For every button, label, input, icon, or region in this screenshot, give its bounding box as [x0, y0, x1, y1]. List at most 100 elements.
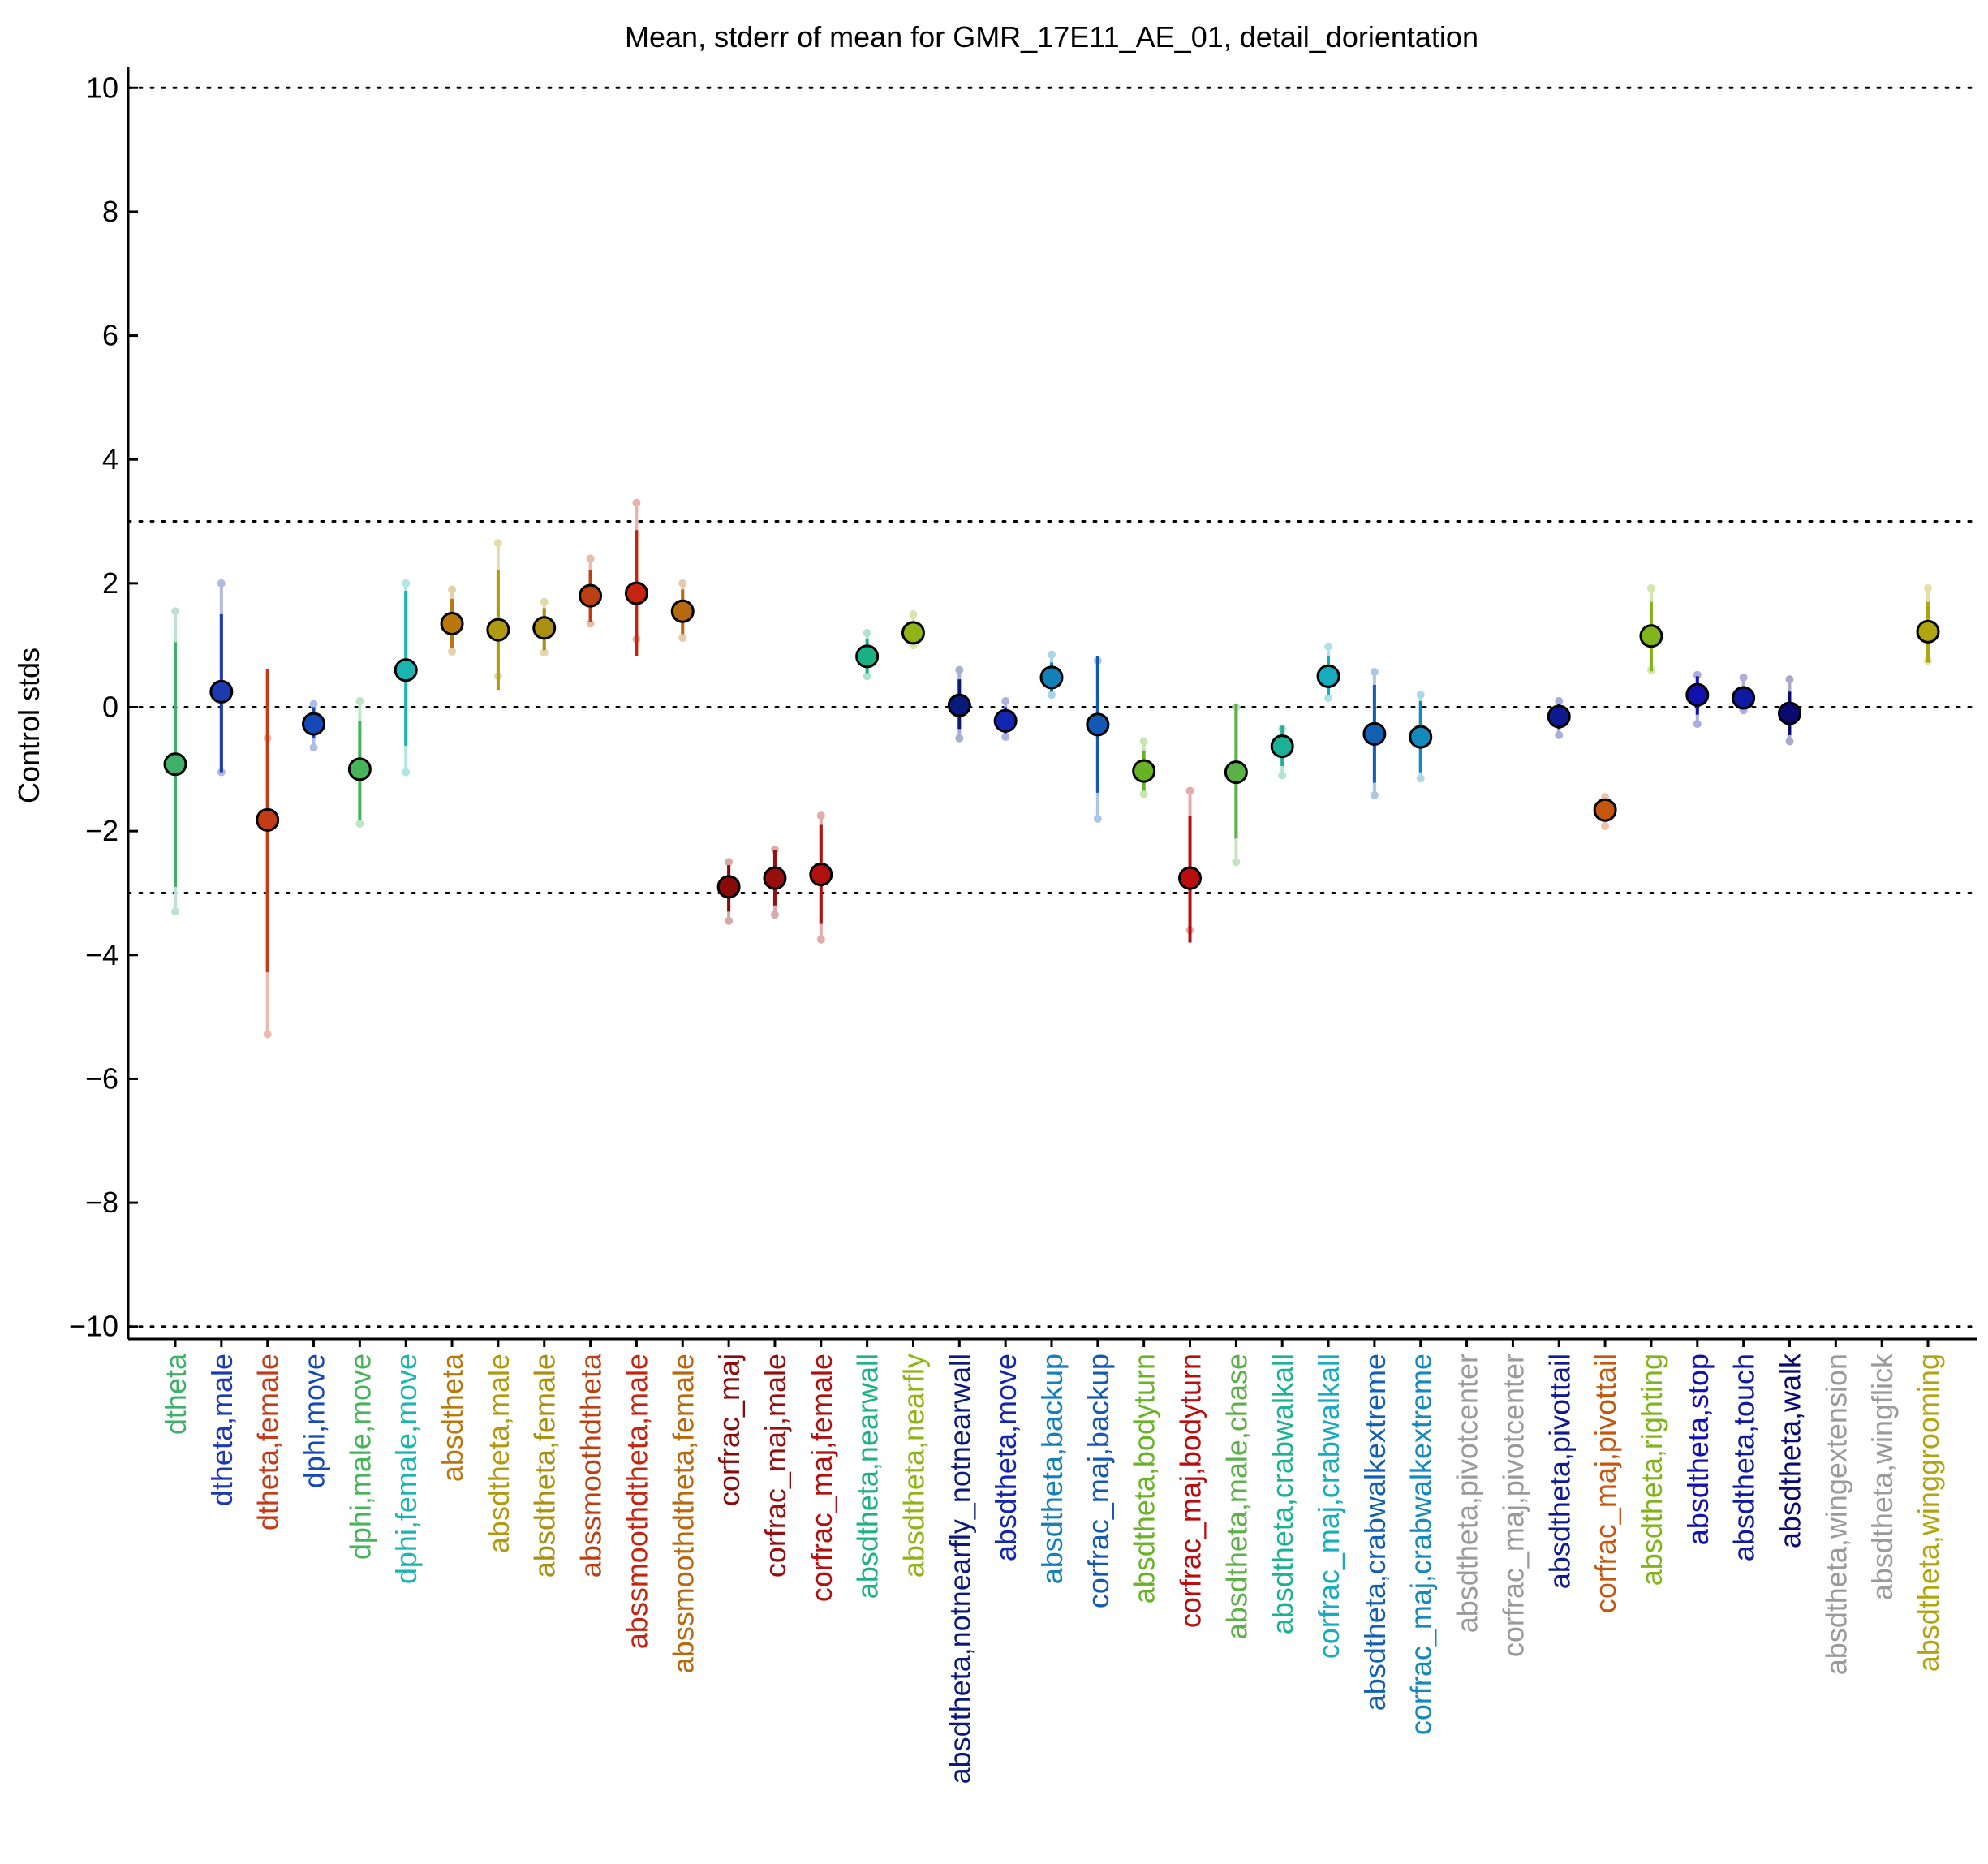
- mean-marker: [670, 599, 695, 623]
- x-tick-label: corfrac_maj,male: [759, 1354, 792, 1578]
- x-tick-label: absdtheta,crabwalkextreme: [1358, 1354, 1392, 1711]
- mean-marker: [209, 679, 234, 704]
- mean-marker: [163, 752, 187, 777]
- x-tick-label: dphi,female,move: [389, 1354, 423, 1584]
- data-point-group: [256, 669, 280, 1039]
- mean-marker: [855, 644, 880, 669]
- extent-dot: [402, 768, 411, 777]
- x-tick-label: absdtheta,move: [989, 1354, 1022, 1561]
- x-tick-label: corfrac_maj,female: [805, 1354, 838, 1602]
- x-tick-label: abssmoothdtheta: [574, 1353, 608, 1578]
- x-tick-label: absdtheta,female: [528, 1354, 562, 1578]
- mean-marker: [1086, 712, 1110, 737]
- mean-marker: [347, 757, 372, 781]
- extent-dot: [816, 811, 825, 820]
- extent-dot: [678, 579, 687, 588]
- extent-dot: [725, 858, 734, 867]
- x-tick-label: absdtheta,righting: [1635, 1354, 1668, 1586]
- y-tick-label: 8: [102, 195, 118, 228]
- data-marks: [163, 498, 1940, 1039]
- y-tick-label: 0: [102, 691, 118, 724]
- mean-marker: [256, 807, 280, 832]
- extent-dot: [1693, 720, 1702, 729]
- extent-dot: [1001, 696, 1010, 705]
- data-point-group: [809, 811, 833, 944]
- x-tick-label: absdtheta: [436, 1353, 469, 1482]
- mean-marker: [1178, 866, 1203, 890]
- extent-dot: [309, 700, 318, 708]
- extent-dot: [1416, 774, 1425, 783]
- extent-dot: [1693, 670, 1702, 679]
- mean-marker: [1685, 682, 1710, 707]
- y-tick-label: −6: [85, 1061, 118, 1095]
- data-point-group: [440, 585, 464, 656]
- data-point-group: [302, 700, 326, 752]
- extent-dot: [816, 935, 825, 944]
- y-tick-label: −10: [69, 1310, 118, 1343]
- extent-dot: [1001, 733, 1010, 742]
- mean-marker: [1639, 624, 1663, 648]
- extent-dot: [1601, 822, 1610, 831]
- data-point-group: [763, 846, 787, 919]
- x-tick-label: absdtheta,wingextension: [1819, 1354, 1852, 1675]
- x-tick-label: corfrac_maj,pivotcenter: [1496, 1354, 1530, 1657]
- extent-dot: [493, 539, 502, 548]
- extent-dot: [955, 734, 964, 743]
- x-tick-label: absdtheta,notnearfly_notnearwall: [943, 1354, 976, 1784]
- mean-marker: [394, 658, 418, 682]
- x-tick-label: corfrac_maj,backup: [1082, 1354, 1115, 1608]
- mean-marker: [1547, 704, 1571, 729]
- extent-dot: [632, 498, 641, 507]
- x-tick-label: dphi,male,move: [343, 1354, 377, 1560]
- extent-dot: [909, 610, 918, 619]
- x-tick-label: absdtheta,stop: [1681, 1354, 1715, 1545]
- y-tick-label: 10: [86, 71, 118, 104]
- mean-marker: [624, 581, 648, 605]
- mean-marker: [716, 875, 741, 899]
- extent-dot: [1555, 730, 1564, 739]
- extent-dot: [1048, 691, 1056, 700]
- data-point-group: [624, 498, 648, 656]
- mean-marker: [1224, 760, 1248, 785]
- data-point-group: [1409, 691, 1433, 783]
- mean-marker: [532, 616, 557, 640]
- x-tick-label: absdtheta,winggrooming: [1912, 1354, 1945, 1672]
- mean-marker: [302, 712, 326, 736]
- extent-dot: [1785, 737, 1794, 746]
- data-point-group: [1086, 656, 1110, 823]
- extent-dot: [540, 648, 549, 657]
- data-point-group: [1362, 667, 1387, 799]
- data-point-group: [532, 597, 557, 657]
- x-tick-label: absdtheta,pivottail: [1543, 1354, 1576, 1589]
- data-point-group: [1178, 786, 1203, 943]
- data-point-group: [670, 579, 695, 643]
- y-tick-label: 2: [102, 566, 118, 600]
- x-tick-label: absdtheta,pivotcenter: [1451, 1354, 1484, 1633]
- x-axis-ticks: dtheta dtheta,male dtheta,female dphi,move d…: [159, 1339, 1945, 1784]
- extent-dot: [171, 907, 179, 916]
- data-point-group: [947, 665, 971, 743]
- extent-dot: [1324, 694, 1333, 703]
- data-point-group: [579, 554, 603, 628]
- data-point-group: [1732, 673, 1756, 715]
- mean-marker: [1316, 664, 1340, 688]
- mean-marker: [1409, 725, 1433, 749]
- mean-marker: [1132, 759, 1156, 783]
- extent-dot: [448, 647, 457, 656]
- extent-dot: [1785, 675, 1794, 684]
- mean-marker: [993, 708, 1018, 733]
- extent-dot: [863, 628, 871, 637]
- extent-dot: [1185, 786, 1194, 795]
- chart-title: Mean, stderr of mean for GMR_17E11_AE_01…: [625, 20, 1478, 54]
- x-tick-label: absdtheta,crabwalkall: [1266, 1354, 1299, 1634]
- x-tick-label: absdtheta,bodyturn: [1128, 1354, 1161, 1604]
- x-tick-label: corfrac_maj,crabwalkextreme: [1405, 1354, 1438, 1735]
- data-point-group: [1916, 583, 1940, 665]
- extent-dot: [955, 665, 964, 674]
- data-point-group: [716, 858, 741, 925]
- data-point-group: [347, 696, 372, 828]
- x-tick-label: dtheta,male: [205, 1354, 239, 1506]
- extent-dot: [1555, 696, 1564, 705]
- extent-dot: [1646, 583, 1655, 592]
